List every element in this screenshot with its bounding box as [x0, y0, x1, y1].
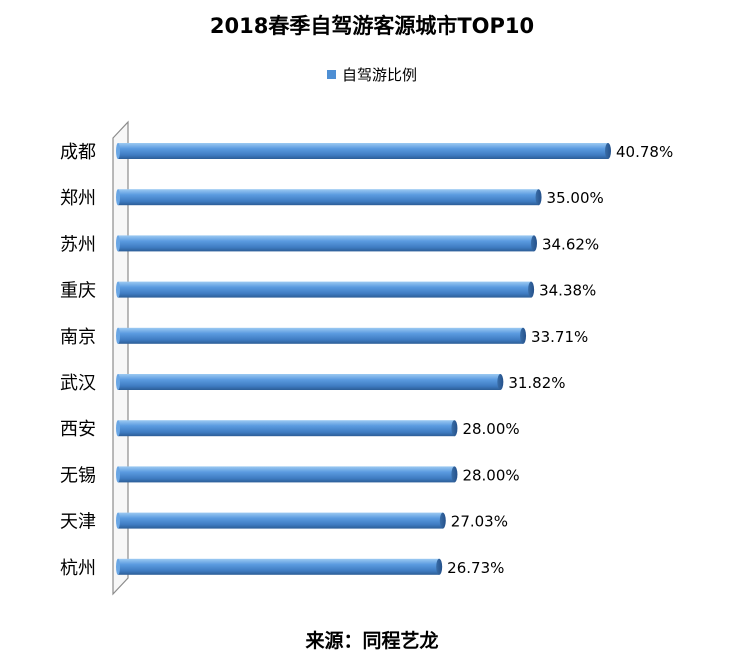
bar [116, 558, 443, 575]
bar-body [118, 281, 532, 298]
value-labels: 40.78% 35.00% 34.62% 34.38% 33.71% 31.82% 28.0… [447, 143, 673, 577]
category-label: 苏州 [60, 234, 96, 255]
value-label: 31.82% [508, 374, 565, 392]
bar-cap [451, 466, 458, 483]
category-label: 成都 [60, 142, 96, 163]
category-label: 重庆 [60, 281, 96, 302]
bar [116, 420, 458, 437]
bar-start [116, 466, 120, 483]
bar-cap [497, 374, 504, 390]
bars-group [116, 143, 611, 575]
bar-body [118, 512, 443, 529]
bar-start [116, 143, 120, 159]
legend-label: 自驾游比例 [341, 66, 417, 84]
bar-cap [530, 235, 537, 252]
bar-body [118, 466, 455, 483]
bar-start [116, 374, 120, 390]
chart-title: 2018春季自驾游客源城市TOP10 [209, 14, 535, 38]
value-label: 34.62% [542, 235, 599, 253]
bar [116, 374, 504, 390]
category-label: 西安 [60, 419, 96, 440]
category-label: 杭州 [60, 558, 96, 579]
bar-cap [535, 189, 542, 206]
bar-start [116, 327, 120, 344]
bar [116, 327, 527, 344]
bar [116, 466, 458, 483]
bar-start [116, 512, 120, 529]
value-label: 40.78% [616, 143, 673, 161]
bar-cap [528, 281, 535, 298]
bar-cap [451, 420, 458, 437]
value-label: 28.00% [462, 420, 519, 438]
bar-cap [605, 143, 611, 159]
bar-start [116, 420, 120, 437]
bar-cap [436, 558, 443, 575]
bar [116, 143, 611, 159]
legend-swatch [326, 70, 336, 79]
bar [116, 512, 446, 529]
bar-body [118, 420, 455, 437]
category-label: 郑州 [60, 188, 96, 209]
bar-cap [520, 327, 527, 344]
bar-start [116, 558, 120, 575]
category-label: 无锡 [60, 465, 96, 486]
source-note: 来源：同程艺龙 [305, 630, 439, 652]
category-label: 天津 [60, 512, 96, 533]
bar [116, 235, 537, 252]
bar [116, 189, 542, 206]
bar-body [118, 558, 440, 575]
bar-body [118, 374, 501, 390]
bar-body [118, 143, 608, 159]
bar-body [118, 327, 524, 344]
bar-cap [439, 512, 446, 529]
value-label: 28.00% [462, 466, 519, 484]
category-label: 武汉 [60, 373, 96, 394]
value-label: 27.03% [451, 513, 508, 531]
value-label: 35.00% [547, 189, 604, 207]
value-label: 33.71% [531, 328, 588, 346]
legend: 自驾游比例 [0, 64, 744, 85]
category-label: 南京 [60, 327, 96, 348]
bar-body [118, 235, 534, 252]
bar-start [116, 189, 120, 206]
value-label: 34.38% [539, 282, 596, 300]
bar-start [116, 235, 120, 252]
bar-start [116, 281, 120, 298]
bar-body [118, 189, 539, 206]
value-label: 26.73% [447, 559, 504, 577]
bar [116, 281, 535, 298]
